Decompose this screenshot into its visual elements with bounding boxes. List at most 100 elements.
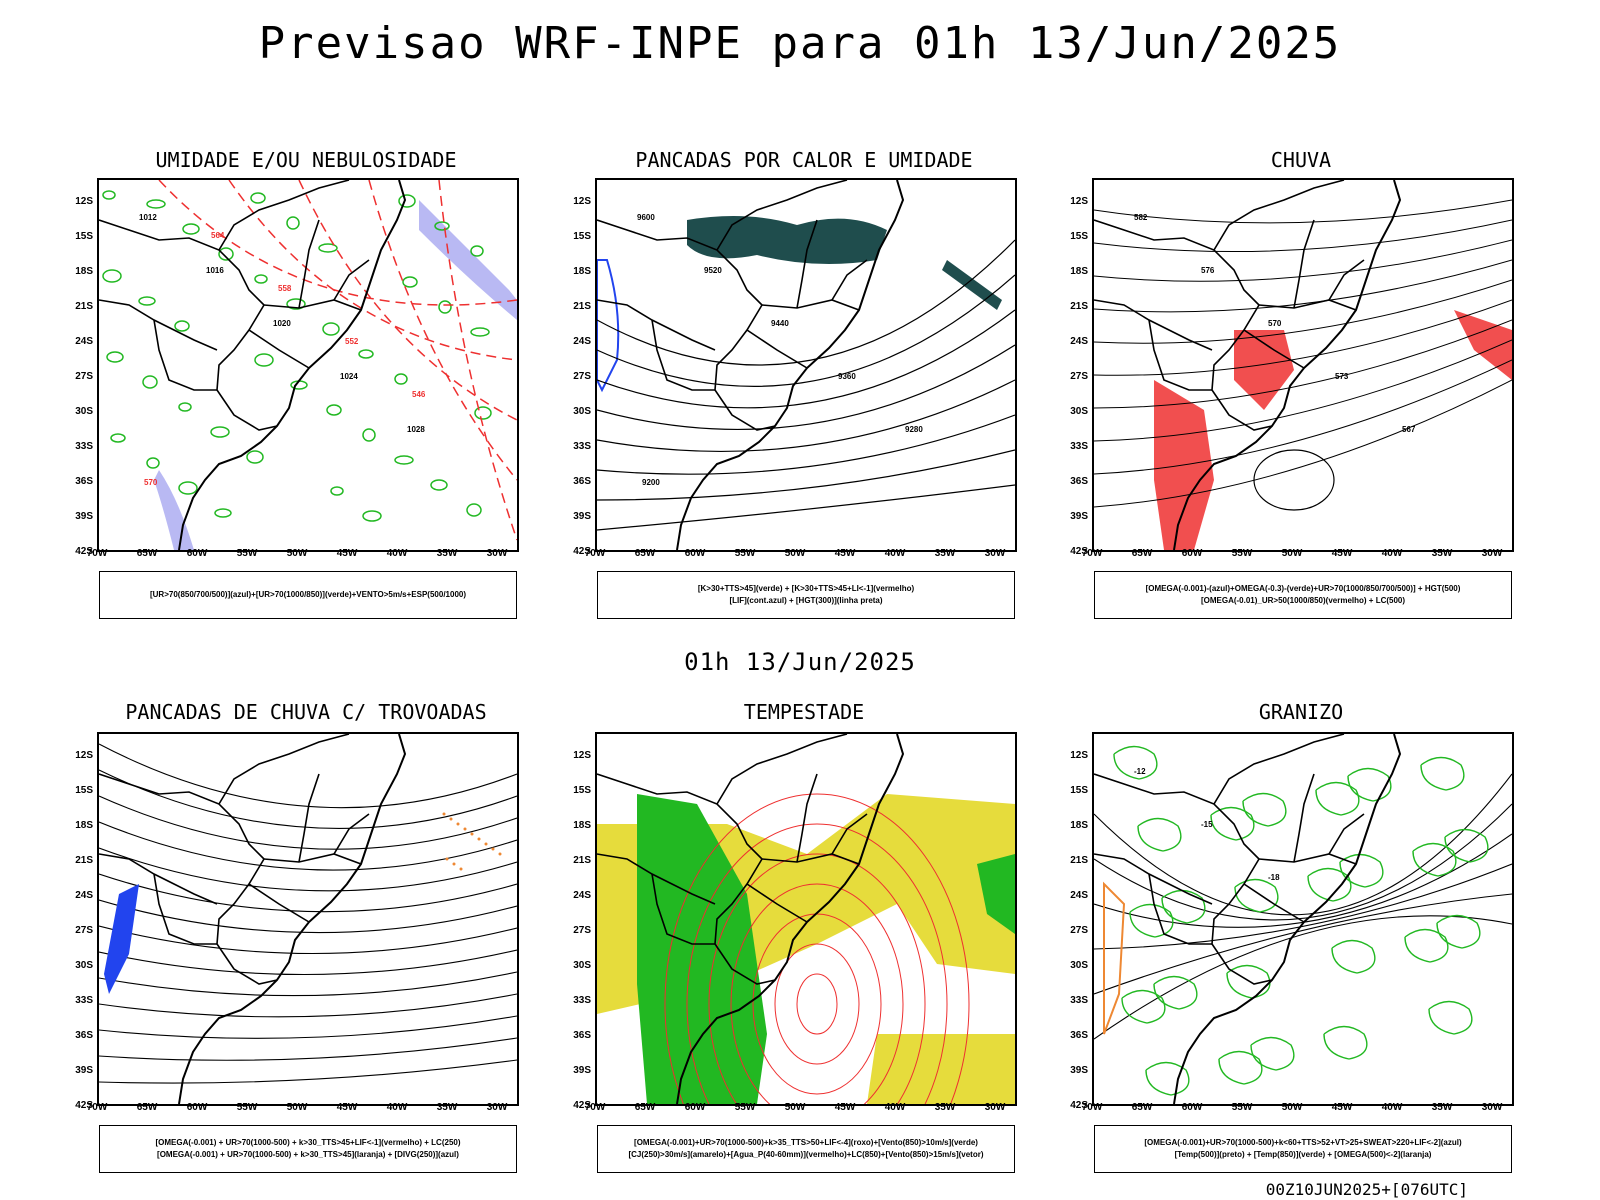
contour-label: 558: [278, 284, 292, 293]
longitude-tick: 50W: [1281, 548, 1303, 559]
country-border: [761, 853, 860, 865]
humidity-contour: [102, 269, 122, 283]
panel-title: TEMPESTADE: [743, 700, 865, 724]
country-border: [298, 219, 320, 309]
humidity-contour: [254, 274, 268, 284]
humidity-contour: [466, 503, 482, 517]
temp-850-contour: [1315, 781, 1360, 816]
humidity-contour: [214, 508, 232, 518]
country-border: [99, 773, 265, 860]
contour-label: 1028: [407, 425, 425, 434]
wind-850-area: [637, 794, 767, 1104]
country-border: [746, 883, 808, 923]
longitude-tick: 45W: [834, 548, 856, 559]
latitude-tick: 36S: [1070, 1030, 1088, 1041]
instability-dot: [491, 847, 495, 851]
longitude-tick: 45W: [834, 1102, 856, 1113]
longitude-tick: 60W: [186, 1102, 208, 1113]
height-contour: [597, 449, 1015, 501]
longitude-tick: 30W: [486, 1102, 508, 1113]
country-border: [99, 853, 218, 905]
contour-label: 1020: [273, 319, 291, 328]
coastline: [1173, 180, 1402, 550]
latitude-tick: 18S: [1070, 266, 1088, 277]
latitude-tick: 15S: [573, 785, 591, 796]
instability-dot: [498, 852, 502, 856]
latitude-tick: 12S: [1070, 750, 1088, 761]
latitude-tick: 15S: [75, 231, 93, 242]
longitude-tick: 40W: [884, 548, 906, 559]
contour-label: 1012: [139, 213, 157, 222]
panel-title: PANCADAS POR CALOR E UMIDADE: [635, 148, 973, 172]
longitude-tick: 50W: [286, 1102, 308, 1113]
country-border: [1094, 773, 1260, 860]
streamline: [1094, 239, 1512, 282]
humidity-contour: [434, 221, 450, 231]
longitude-tick: 55W: [734, 548, 756, 559]
humidity-contour: [326, 404, 342, 416]
latitude-tick: 36S: [1070, 476, 1088, 487]
temp-500-contour: [1094, 803, 1512, 921]
country-border: [153, 873, 217, 945]
latitude-tick: 24S: [1070, 890, 1088, 901]
latitude-tick: 30S: [573, 406, 591, 417]
humidity-band-upper: [419, 200, 517, 320]
streamline: [99, 1059, 517, 1084]
longitude-tick: 65W: [634, 548, 656, 559]
precipitable-water-contour: [664, 793, 970, 1104]
legend-line: [UR>70(850/700/500)](azul)+[UR>70(1000/8…: [149, 590, 467, 599]
humidity-contour: [402, 276, 418, 288]
longitude-tick: 60W: [684, 1102, 706, 1113]
latitude-tick: 42S: [75, 1100, 93, 1111]
panel-title: PANCADAS DE CHUVA C/ TROVOADAS: [125, 700, 487, 724]
longitude-tick: 65W: [1131, 548, 1153, 559]
latitude-tick: 18S: [75, 820, 93, 831]
humidity-contour: [398, 194, 416, 208]
streamline: [1094, 299, 1512, 376]
streamline: [99, 971, 517, 997]
country-border: [298, 773, 320, 863]
convection-area-east: [942, 260, 1002, 310]
latitude-tick: 21S: [1070, 301, 1088, 312]
streamline: [99, 873, 517, 913]
country-border: [597, 219, 763, 306]
longitude-tick: 35W: [436, 548, 458, 559]
legend-line: [OMEGA(-0.001)-(azul)+OMEGA(-0.3)-(verde…: [1145, 584, 1461, 593]
streamline: [1094, 259, 1512, 313]
thickness-contour: [368, 180, 517, 481]
humidity-contour: [178, 402, 192, 412]
contour-label: 552: [345, 337, 359, 346]
latitude-tick: 18S: [573, 266, 591, 277]
latitude-tick: 15S: [75, 785, 93, 796]
contour-label: 9200: [642, 478, 660, 487]
rain-area-east: [1454, 310, 1512, 380]
longitude-tick: 55W: [1231, 548, 1253, 559]
temp-500-contour: [1094, 893, 1512, 995]
streamline: [1094, 199, 1512, 224]
forecast-map: -12 -15 -18: [1092, 732, 1514, 1106]
country-border: [597, 773, 763, 860]
longitude-tick: 60W: [684, 548, 706, 559]
contour-label: -18: [1268, 873, 1280, 882]
latitude-tick: 42S: [1070, 1100, 1088, 1111]
humidity-contour: [246, 450, 264, 464]
humidity-contour: [322, 322, 340, 336]
latitude-tick: 33S: [573, 995, 591, 1006]
temp-850-contour: [1242, 792, 1287, 827]
longitude-tick: 70W: [584, 548, 606, 559]
latitude-tick: 15S: [1070, 785, 1088, 796]
streamline: [99, 1037, 517, 1061]
country-border: [1293, 219, 1315, 309]
latitude-tick: 15S: [573, 231, 591, 242]
longitude-tick: 35W: [934, 1102, 956, 1113]
longitude-tick: 35W: [934, 548, 956, 559]
latitude-tick: 39S: [573, 1065, 591, 1076]
latitude-tick: 27S: [1070, 371, 1088, 382]
longitude-tick: 65W: [136, 548, 158, 559]
latitude-tick: 12S: [573, 750, 591, 761]
temp-850-contour: [1420, 756, 1465, 791]
longitude-tick: 30W: [1481, 1102, 1503, 1113]
country-border: [796, 773, 818, 863]
latitude-tick: 42S: [1070, 546, 1088, 557]
humidity-contour: [438, 300, 452, 314]
